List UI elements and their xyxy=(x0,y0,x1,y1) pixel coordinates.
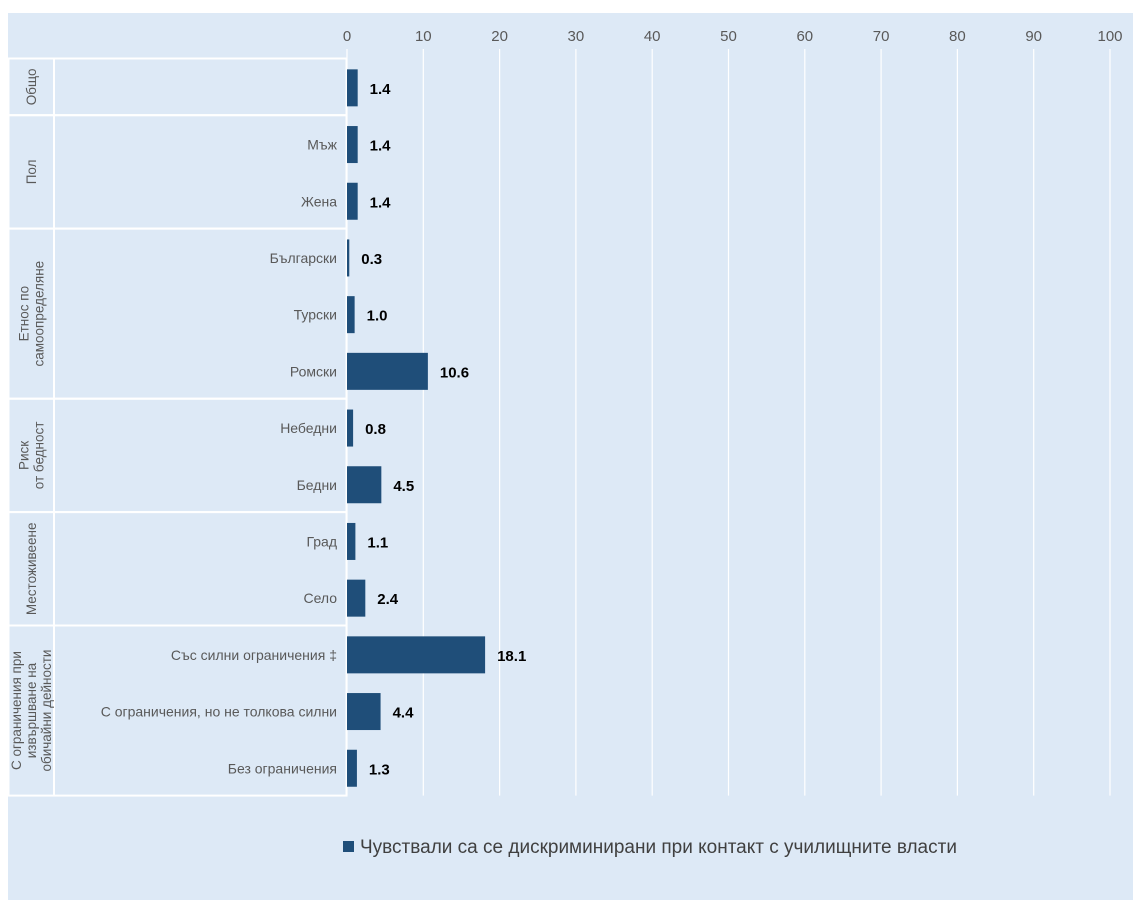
x-axis-ticks: 0 10 20 30 40 50 60 70 80 90 100 xyxy=(343,28,1123,45)
bar xyxy=(347,296,355,334)
x-tick-label: 0 xyxy=(343,28,351,45)
group-label: Общо xyxy=(24,68,39,105)
data-label: 1.4 xyxy=(370,81,392,98)
group-label: Местоживеене xyxy=(24,522,39,615)
data-label: 2.4 xyxy=(377,591,399,608)
x-tick-label: 20 xyxy=(491,28,508,45)
category-label: Жена xyxy=(301,193,337,209)
x-tick-label: 100 xyxy=(1097,28,1122,45)
bar xyxy=(347,636,486,674)
data-label: 0.8 xyxy=(365,421,386,438)
group-label: Етнос по xyxy=(17,286,32,341)
bar xyxy=(347,352,428,390)
chart-svg: 0 10 20 30 40 50 60 70 80 90 100 Общо Пол Мъж Жена Етн… xyxy=(8,28,1123,858)
group-label: Пол xyxy=(24,160,39,185)
data-label: 1.4 xyxy=(370,194,392,211)
data-label: 1.3 xyxy=(369,761,390,778)
group-box xyxy=(8,511,348,627)
bar xyxy=(347,749,357,787)
group-box xyxy=(8,57,348,117)
bar xyxy=(347,239,350,277)
bar xyxy=(347,409,354,447)
data-label: 4.5 xyxy=(393,478,414,495)
category-label: Турски xyxy=(294,307,337,323)
chart: 0 10 20 30 40 50 60 70 80 90 100 Общо Пол Мъж Жена Етн… xyxy=(8,13,1133,900)
category-label: Без ограничения xyxy=(228,760,337,776)
category-label: Небедни xyxy=(280,420,337,436)
category-label: Ромски xyxy=(290,363,337,379)
category-label: Град xyxy=(306,533,337,549)
data-label: 4.4 xyxy=(393,705,415,722)
group-label: извършване на xyxy=(24,662,39,758)
group-box xyxy=(8,114,348,230)
data-label: 10.6 xyxy=(440,364,469,381)
category-label: Мъж xyxy=(307,137,337,153)
data-label: 1.4 xyxy=(370,138,392,155)
group-label: самоопределяне xyxy=(32,261,47,367)
group-box xyxy=(8,624,348,797)
gridlines xyxy=(346,49,1111,796)
category-groups: Общо Пол Мъж Жена Етнос по самоопределяне Бълг… xyxy=(8,57,348,797)
data-label: 1.1 xyxy=(367,534,388,551)
legend-label: Чувствали са се дискриминирани при конта… xyxy=(360,837,957,858)
bar xyxy=(347,182,358,220)
x-tick-label: 60 xyxy=(796,28,813,45)
group-label: Риск xyxy=(17,441,32,470)
legend: Чувствали са се дискриминирани при конта… xyxy=(343,837,957,858)
group-label: от бедност xyxy=(32,422,47,490)
bar xyxy=(347,126,358,164)
category-label: Български xyxy=(270,250,337,266)
bar xyxy=(347,693,381,731)
x-tick-label: 40 xyxy=(644,28,661,45)
bar xyxy=(347,466,382,504)
group-label: С ограничения при xyxy=(9,651,24,770)
data-label: 0.3 xyxy=(361,251,382,268)
x-tick-label: 50 xyxy=(720,28,737,45)
x-tick-label: 10 xyxy=(415,28,432,45)
group-label: обичайни дейности xyxy=(39,650,54,772)
x-tick-label: 70 xyxy=(873,28,890,45)
group-box xyxy=(8,397,348,514)
bar xyxy=(347,69,358,107)
category-label: Село xyxy=(303,590,337,606)
data-label: 18.1 xyxy=(497,648,526,665)
x-tick-label: 90 xyxy=(1025,28,1042,45)
bar xyxy=(347,579,366,617)
category-label: Бедни xyxy=(297,477,337,493)
data-label: 1.0 xyxy=(367,308,388,325)
x-tick-label: 30 xyxy=(568,28,585,45)
bar xyxy=(347,522,356,560)
legend-swatch xyxy=(343,841,354,852)
category-label: С ограничения, но не толкова силни xyxy=(101,704,337,720)
category-label: Със силни ограничения ‡ xyxy=(171,647,337,663)
bars: 1.4 1.4 1.4 0.3 1.0 10.6 0.8 4.5 1.1 2.4 18.1 4.4 1.… xyxy=(347,69,526,787)
x-tick-label: 80 xyxy=(949,28,966,45)
